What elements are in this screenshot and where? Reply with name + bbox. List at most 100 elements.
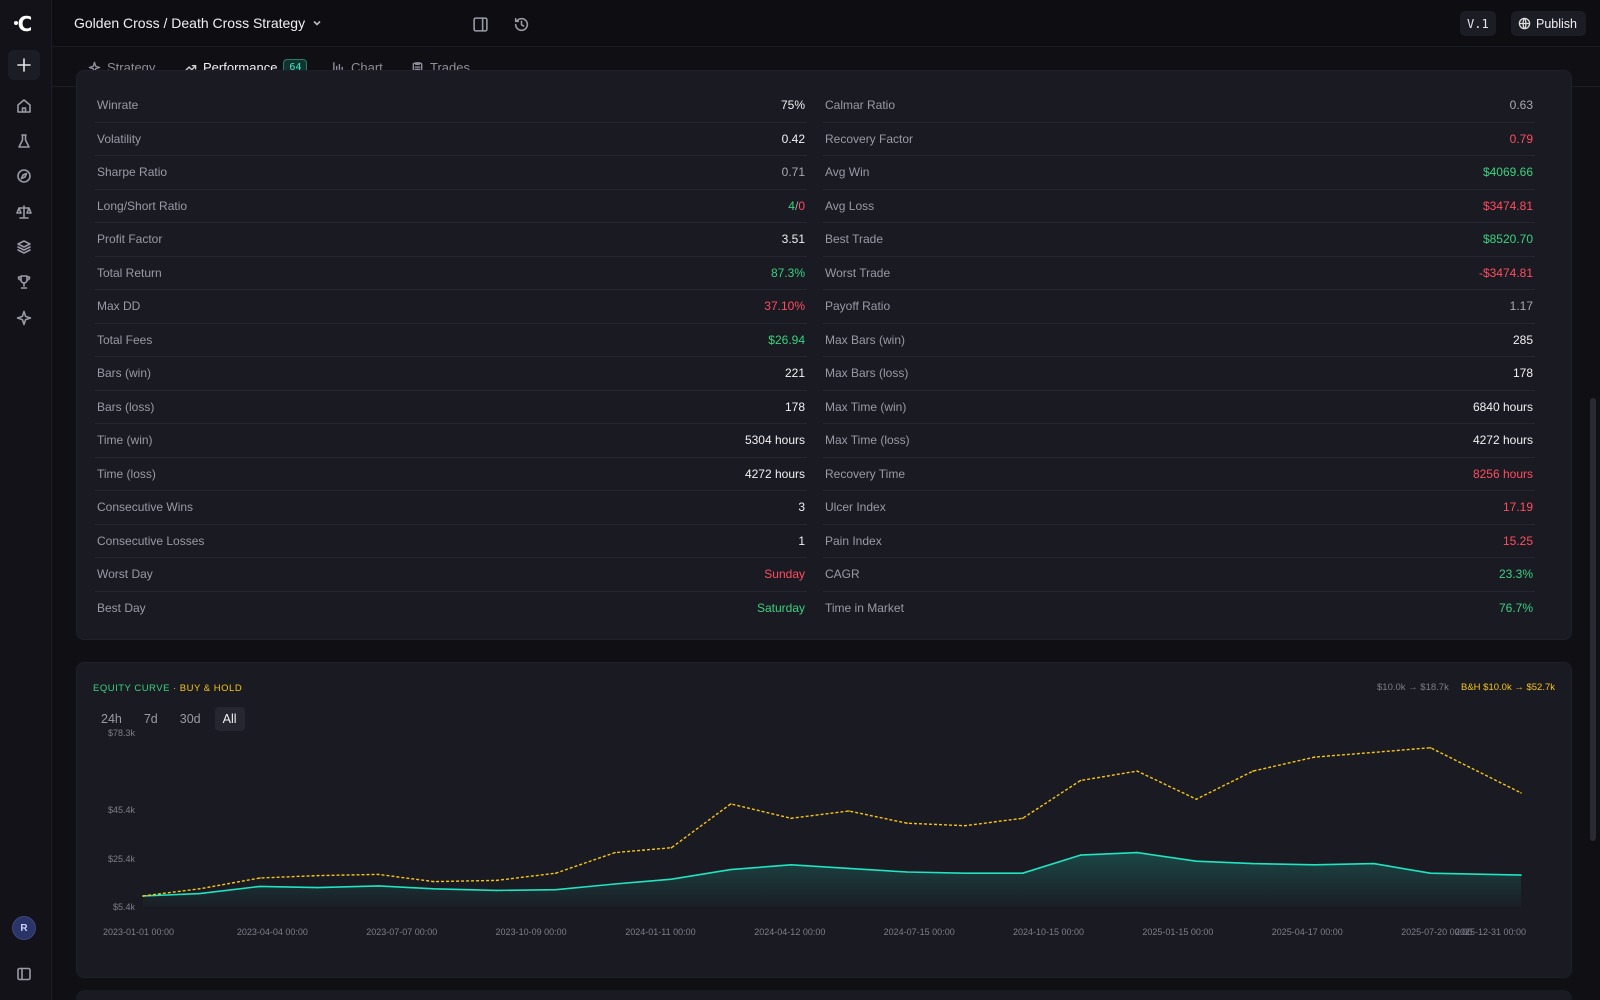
nav-layers[interactable] — [14, 237, 34, 257]
stat-label: Volatility — [97, 131, 142, 146]
scale-icon — [16, 205, 32, 219]
buy-hold-point — [1195, 798, 1198, 800]
nav-home[interactable] — [14, 96, 34, 116]
stat-row: Total Return 87.3% — [95, 257, 807, 290]
globe-icon — [1518, 17, 1531, 30]
equity-point — [670, 878, 673, 880]
equity-point — [790, 864, 792, 866]
equity-point — [555, 888, 557, 891]
equity-point — [1252, 862, 1254, 865]
buy-hold-point — [670, 846, 673, 849]
stat-row: Max Time (win) 6840 hours — [823, 391, 1535, 424]
equity-point — [1520, 874, 1522, 876]
x-tick-label: 2023-07-07 00:00 — [366, 927, 437, 937]
stat-label: CAGR — [825, 567, 860, 582]
stat-value: 1.17 — [1509, 299, 1533, 314]
stat-row: Max Time (loss) 4272 hours — [823, 424, 1535, 458]
stat-value: 8256 hours — [1472, 466, 1533, 481]
buy-hold-point — [259, 877, 261, 879]
buy-hold-point — [1021, 817, 1024, 820]
stat-row: Max DD 37.10% — [95, 290, 807, 324]
toggle-panel-button[interactable] — [470, 14, 490, 34]
stat-value: 0.71 — [781, 165, 805, 180]
buy-hold-point — [614, 851, 616, 854]
stat-value: $26.94 — [768, 332, 805, 347]
stat-label: Long/Short Ratio — [97, 198, 188, 213]
nav-lab[interactable] — [14, 131, 34, 151]
new-strategy-button[interactable] — [8, 50, 40, 80]
buy-hold-point — [317, 874, 319, 877]
equity-point — [1021, 872, 1024, 874]
buy-hold-point — [1520, 792, 1522, 794]
equity-curve-line — [142, 851, 1522, 897]
nav-compare[interactable] — [14, 202, 34, 222]
stat-label: Best Trade — [825, 232, 884, 247]
history-button[interactable] — [511, 14, 531, 34]
buy-hold-point — [906, 822, 908, 824]
strategy-title: Golden Cross / Death Cross Strategy — [74, 15, 306, 31]
publish-label: Publish — [1536, 16, 1577, 31]
buy-hold-line — [142, 747, 1522, 897]
buy-hold-point — [198, 888, 201, 890]
strategy-title-dropdown[interactable]: Golden Cross / Death Cross Strategy — [74, 15, 323, 31]
stat-label: Time (win) — [97, 433, 153, 448]
stat-label: Consecutive Wins — [97, 500, 194, 515]
stat-row: Pain Index 15.25 — [823, 525, 1535, 558]
nav-leaderboard[interactable] — [14, 272, 34, 292]
stat-row: Long/Short Ratio 4/0 — [95, 190, 807, 223]
user-avatar[interactable]: R — [12, 916, 36, 940]
panel-icon — [472, 16, 488, 32]
version-badge[interactable]: V.1 — [1460, 11, 1496, 36]
stat-row: Max Bars (win) 285 — [823, 324, 1535, 357]
trophy-icon — [17, 275, 31, 289]
x-tick-label: 2023-10-09 00:00 — [496, 927, 567, 937]
equity-point — [1195, 860, 1198, 862]
buy-hold-point — [790, 817, 792, 820]
equity-point — [495, 889, 498, 892]
y-tick-label: $5.4k — [113, 902, 136, 912]
left-rail: C R — [0, 0, 52, 1000]
range-24h[interactable]: 24h — [101, 712, 122, 726]
stat-value: 0.79 — [1509, 131, 1533, 146]
range-7d[interactable]: 7d — [143, 712, 158, 726]
x-tick-label: 2025-07-20 00:00 — [1401, 927, 1472, 937]
stat-row: Consecutive Losses 1 — [95, 525, 807, 558]
equity-point — [377, 885, 380, 887]
stat-row: Profit Factor 3.51 — [95, 223, 807, 257]
x-tick-label: 2023-04-04 00:00 — [237, 927, 308, 937]
equity-point — [1313, 864, 1316, 866]
nav-explore[interactable] — [14, 166, 34, 186]
stat-row: Consecutive Wins 3 — [95, 491, 807, 525]
range-all[interactable]: All — [214, 707, 245, 731]
stat-row: Sharpe Ratio 0.71 — [95, 156, 807, 190]
stat-row: Ulcer Index 17.19 — [823, 491, 1535, 525]
nav-ai[interactable] — [14, 308, 34, 328]
stat-label: Pain Index — [825, 533, 882, 548]
app-logo[interactable]: C — [11, 10, 39, 38]
stat-value: 178 — [1512, 366, 1533, 381]
buy-hold-point — [1373, 751, 1375, 754]
stat-row: Calmar Ratio 0.63 — [823, 89, 1535, 123]
x-tick-label: 2025-04-17 00:00 — [1272, 927, 1343, 937]
stat-row: Payoff Ratio 1.17 — [823, 290, 1535, 324]
sparkle-icon — [16, 310, 32, 326]
stat-value: $4069.66 — [1482, 165, 1533, 180]
stat-label: Payoff Ratio — [825, 299, 891, 314]
range-30d[interactable]: 30d — [179, 712, 201, 726]
buy-hold-point — [1079, 779, 1082, 782]
stats-column-right: Calmar Ratio 0.63 Recovery Factor 0.79 Avg W… — [823, 89, 1535, 625]
collapse-sidebar-button[interactable] — [14, 964, 34, 984]
stat-value: 37.10% — [764, 299, 805, 314]
stat-row: Volatility 0.42 — [95, 123, 807, 156]
x-tick-label: 2025-01-15 00:00 — [1142, 927, 1213, 937]
next-card — [76, 990, 1572, 1000]
stat-value: $3474.81 — [1482, 198, 1533, 213]
stats-column-left: Winrate 75% Volatility 0.42 Sharpe Ratio 0.71… — [95, 89, 807, 625]
publish-button[interactable]: Publish — [1511, 11, 1586, 36]
buy-hold-point — [142, 895, 144, 897]
page-scrollbar[interactable] — [1590, 398, 1596, 841]
stat-row: Avg Win $4069.66 — [823, 156, 1535, 190]
stat-label: Time (loss) — [97, 466, 156, 481]
stat-label: Time in Market — [825, 601, 904, 616]
equity-area — [143, 852, 1521, 907]
